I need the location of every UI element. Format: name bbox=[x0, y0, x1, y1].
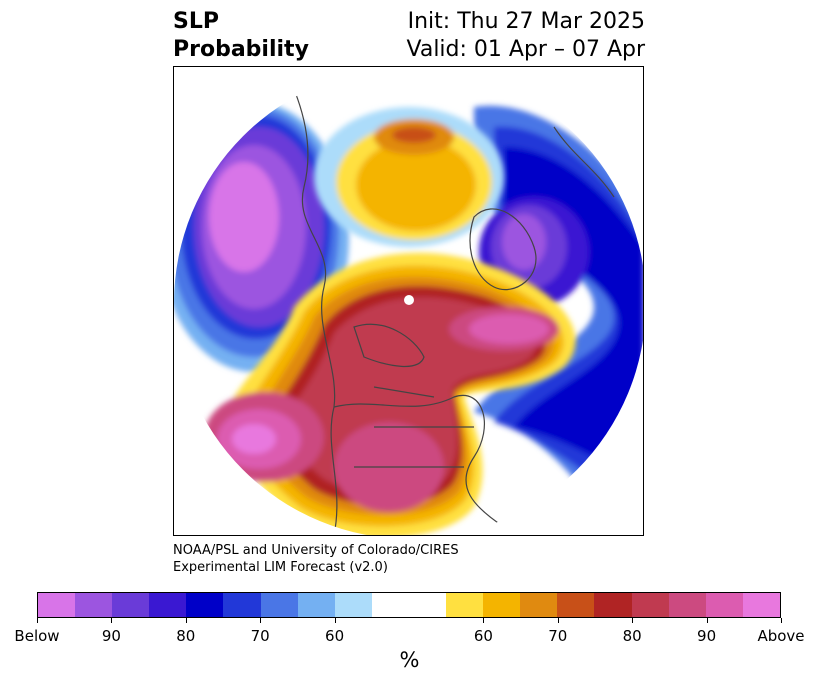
credit-text: NOAA/PSL and University of Colorado/CIRE… bbox=[173, 542, 459, 576]
colorbar-segment bbox=[742, 593, 780, 617]
colorbar-segment bbox=[334, 593, 372, 617]
colorbar-segment bbox=[297, 593, 335, 617]
coastlines bbox=[283, 67, 615, 535]
colorbar-label: Above bbox=[757, 627, 805, 645]
colorbar-tick bbox=[260, 618, 261, 623]
colorbar-label: 60 bbox=[473, 627, 493, 645]
colorbar-tick bbox=[632, 618, 633, 623]
colorbar-label: 70 bbox=[548, 627, 568, 645]
colorbar-tick bbox=[483, 618, 484, 623]
colorbar-segment bbox=[446, 593, 484, 617]
colorbar-segment bbox=[631, 593, 669, 617]
colorbar-tick bbox=[781, 618, 782, 623]
map-title: SLP Probability bbox=[173, 8, 309, 64]
colorbar-labels: Below 90 80 70 60 60 70 80 90 Above bbox=[0, 627, 819, 647]
colorbar-tick bbox=[335, 618, 336, 623]
title-line-2: Probability bbox=[173, 37, 309, 62]
colorbar-ticks bbox=[0, 618, 819, 624]
colorbar-segment bbox=[75, 593, 113, 617]
colorbar-segment bbox=[371, 593, 447, 617]
colorbar-segment bbox=[705, 593, 743, 617]
probability-field bbox=[174, 67, 643, 535]
colorbar-segment bbox=[186, 593, 224, 617]
colorbar-label: 80 bbox=[176, 627, 196, 645]
credit-line-2: Experimental LIM Forecast (v2.0) bbox=[173, 560, 388, 575]
colorbar-label: 70 bbox=[250, 627, 270, 645]
colorbar-tick bbox=[558, 618, 559, 623]
colorbar-tick bbox=[707, 618, 708, 623]
atlantic-low-region bbox=[474, 105, 643, 535]
valid-dates: Valid: 01 Apr – 07 Apr bbox=[406, 37, 646, 62]
probability-map-svg bbox=[174, 67, 643, 535]
colorbar-tick bbox=[186, 618, 187, 623]
colorbar-label: 60 bbox=[325, 627, 345, 645]
colorbar-unit: % bbox=[399, 648, 420, 672]
northern-high-region bbox=[314, 107, 504, 247]
colorbar-segment bbox=[112, 593, 150, 617]
init-date: Init: Thu 27 Mar 2025 bbox=[407, 9, 645, 34]
polar-map bbox=[173, 66, 644, 536]
colorbar-segment bbox=[557, 593, 595, 617]
colorbar-label: 80 bbox=[622, 627, 642, 645]
probability-colorbar bbox=[37, 592, 781, 618]
colorbar-segment bbox=[149, 593, 187, 617]
credit-line-1: NOAA/PSL and University of Colorado/CIRE… bbox=[173, 543, 459, 558]
colorbar-label: 90 bbox=[101, 627, 121, 645]
arctic-high-region bbox=[204, 252, 576, 535]
forecast-dates: Init: Thu 27 Mar 2025 Valid: 01 Apr – 07… bbox=[407, 8, 646, 64]
colorbar-tick bbox=[37, 618, 38, 623]
colorbar-segment bbox=[520, 593, 558, 617]
colorbar-segment bbox=[668, 593, 706, 617]
colorbar-segment bbox=[483, 593, 521, 617]
colorbar-segment bbox=[594, 593, 632, 617]
colorbar-tick bbox=[111, 618, 112, 623]
colorbar-segment bbox=[223, 593, 261, 617]
north-pole-marker bbox=[404, 295, 414, 305]
colorbar-segment bbox=[260, 593, 298, 617]
colorbar-label: Below bbox=[14, 627, 60, 645]
colorbar-label: 90 bbox=[697, 627, 717, 645]
title-line-1: SLP bbox=[173, 9, 219, 34]
colorbar-segment bbox=[38, 593, 76, 617]
